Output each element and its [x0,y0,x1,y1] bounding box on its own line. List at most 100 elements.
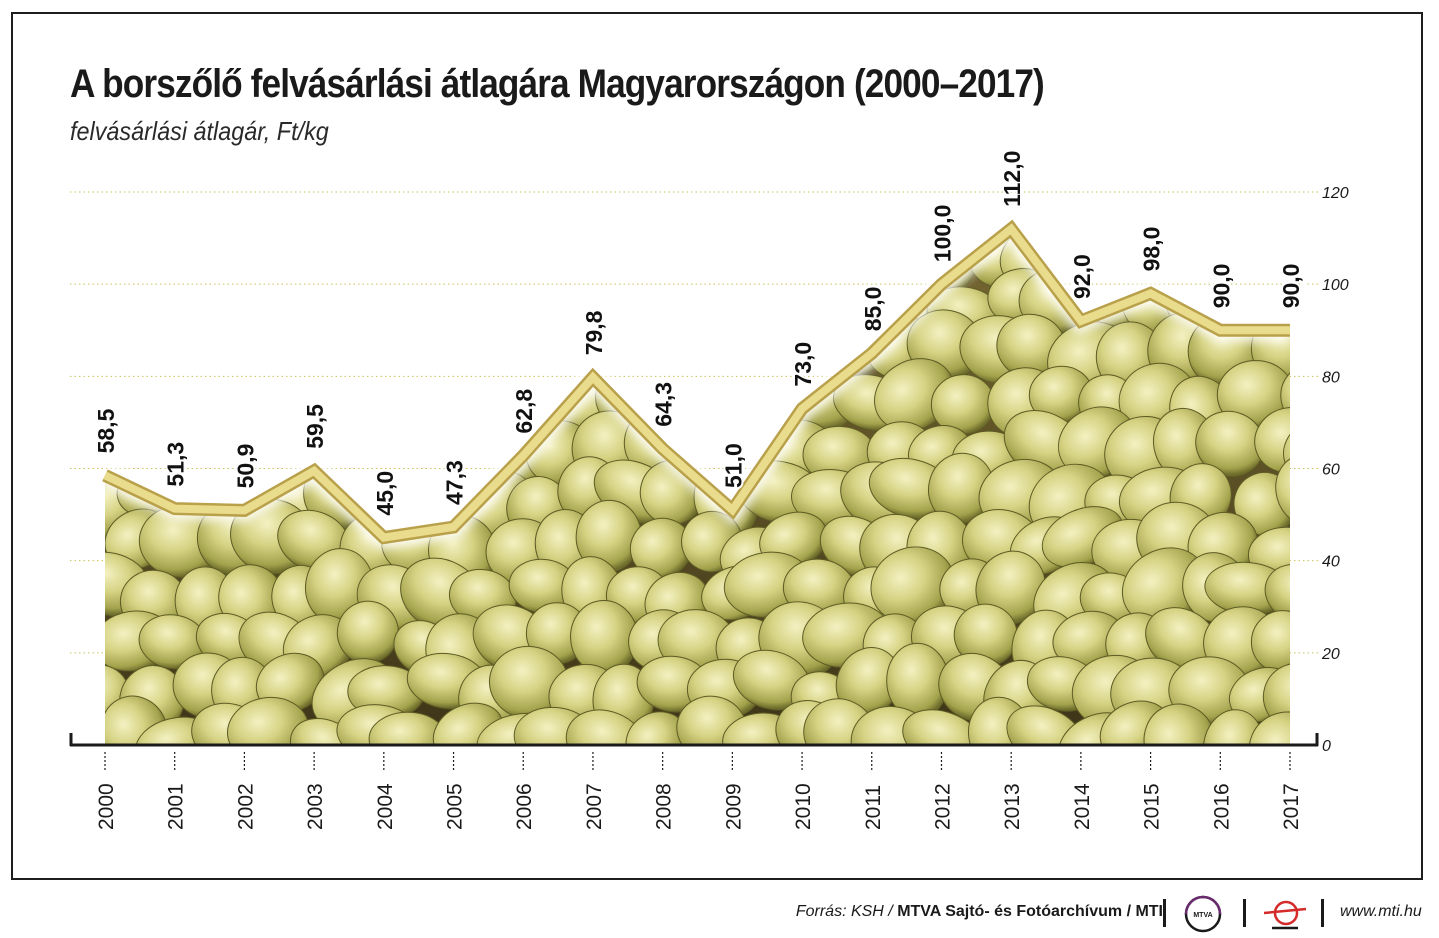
x-tick-label: 2000 [95,783,118,830]
y-tick-label: 80 [1322,369,1340,386]
grape [1267,228,1290,241]
data-label: 51,3 [163,442,189,487]
y-tick-label: 120 [1322,185,1349,202]
source-prefix: Forrás: KSH / [795,903,893,920]
grape [408,367,474,443]
grape [483,228,558,292]
grape [312,272,388,341]
grape [1292,702,1382,774]
grape [813,228,886,278]
grape [1006,705,1085,745]
mtva-logo-icon: MTVA [1184,895,1222,933]
data-label: 64,3 [651,382,677,427]
grape [383,330,470,390]
series-line [103,223,1290,542]
grape [188,228,260,301]
separator [1243,899,1246,927]
mti-logo-icon [1263,900,1307,930]
grape [275,319,348,388]
x-tick-label: 2013 [1001,783,1024,830]
grape [699,228,773,240]
grape [1254,406,1290,474]
grape [477,323,544,396]
source-bold: MTVA Sajtó- és Fotóarchívum / MTI [897,903,1163,920]
chart-subtitle: felvásárlási átlagár, Ft/kg [70,116,329,146]
x-tick-label: 2012 [932,783,955,830]
footer: Forrás: KSH / MTVA Sajtó- és Fotóarchívu… [0,895,1439,935]
x-tick-label: 2011 [862,785,885,830]
separator [1163,899,1166,927]
data-labels: 58,5 51,3 50,9 59,5 45,0 47,3 62,8 79,8 64,3 51,0… [91,149,1306,518]
data-label: 62,8 [511,389,537,434]
grape [653,228,727,239]
grape [463,272,530,334]
data-label: 45,0 [372,471,398,516]
grape [803,698,876,745]
grape [117,264,183,340]
data-label: 47,3 [442,460,468,505]
grape [157,228,237,244]
grape [452,373,516,430]
grape [348,261,421,337]
data-label: 51,0 [720,443,746,488]
grape [105,272,137,349]
grape [563,228,652,284]
grape [126,379,191,444]
grape [510,228,579,244]
grape [266,275,331,339]
data-label: 59,5 [302,404,328,449]
data-label: 90,0 [1208,264,1234,309]
grape [1248,711,1290,745]
grape [209,365,276,425]
data-label: 50,9 [232,444,258,489]
line-area-chart: 0 20 40 60 80 100 120 2000 2001 2002 2003 2004 2005… [69,149,1382,830]
grape [747,228,817,239]
grape [647,278,718,340]
grape [133,230,205,285]
grape [131,329,212,390]
grape [1286,604,1366,681]
grape [280,228,346,281]
data-label: 90,0 [1278,264,1304,309]
data-label: 112,0 [999,151,1025,207]
grape [713,311,777,382]
grape [729,228,796,296]
data-label: 79,8 [581,310,607,355]
grape [241,228,311,283]
grape [176,325,259,381]
separator [1321,899,1324,927]
x-tick-label: 2006 [513,783,536,830]
x-tick-label: 2001 [165,783,188,830]
y-axis: 0 20 40 60 80 100 120 [1321,185,1349,755]
grape [707,361,771,433]
y-tick-label: 20 [1321,646,1340,663]
x-tick-label: 2005 [444,783,467,830]
x-tick-label: 2010 [792,783,815,830]
grape [588,228,662,236]
x-axis: 2000 2001 2002 2003 2004 2005 2006 2007 2008 2009… [69,733,1319,830]
data-label: 92,0 [1069,254,1095,299]
grape [210,228,277,247]
x-tick-label: 2015 [1141,783,1164,830]
grape [408,271,491,339]
grape [342,366,427,443]
y-tick-label: 0 [1322,738,1331,755]
data-label: 100,0 [930,205,956,263]
x-tick-label: 2002 [234,783,257,830]
grape [1202,709,1265,745]
x-tick-label: 2008 [653,783,676,830]
data-label: 85,0 [860,287,886,332]
grape [902,709,986,745]
source-text: Forrás: KSH / MTVA Sajtó- és Fotóarchívu… [796,903,1163,921]
grape [172,276,242,344]
x-tick-label: 2007 [583,783,606,830]
grape [613,230,697,296]
grape [363,228,430,244]
grape [1250,610,1290,674]
data-label: 58,5 [93,408,119,453]
grape [697,271,760,339]
grape [401,228,471,240]
grape [565,709,647,745]
grape [1280,362,1290,429]
grape [163,365,234,425]
